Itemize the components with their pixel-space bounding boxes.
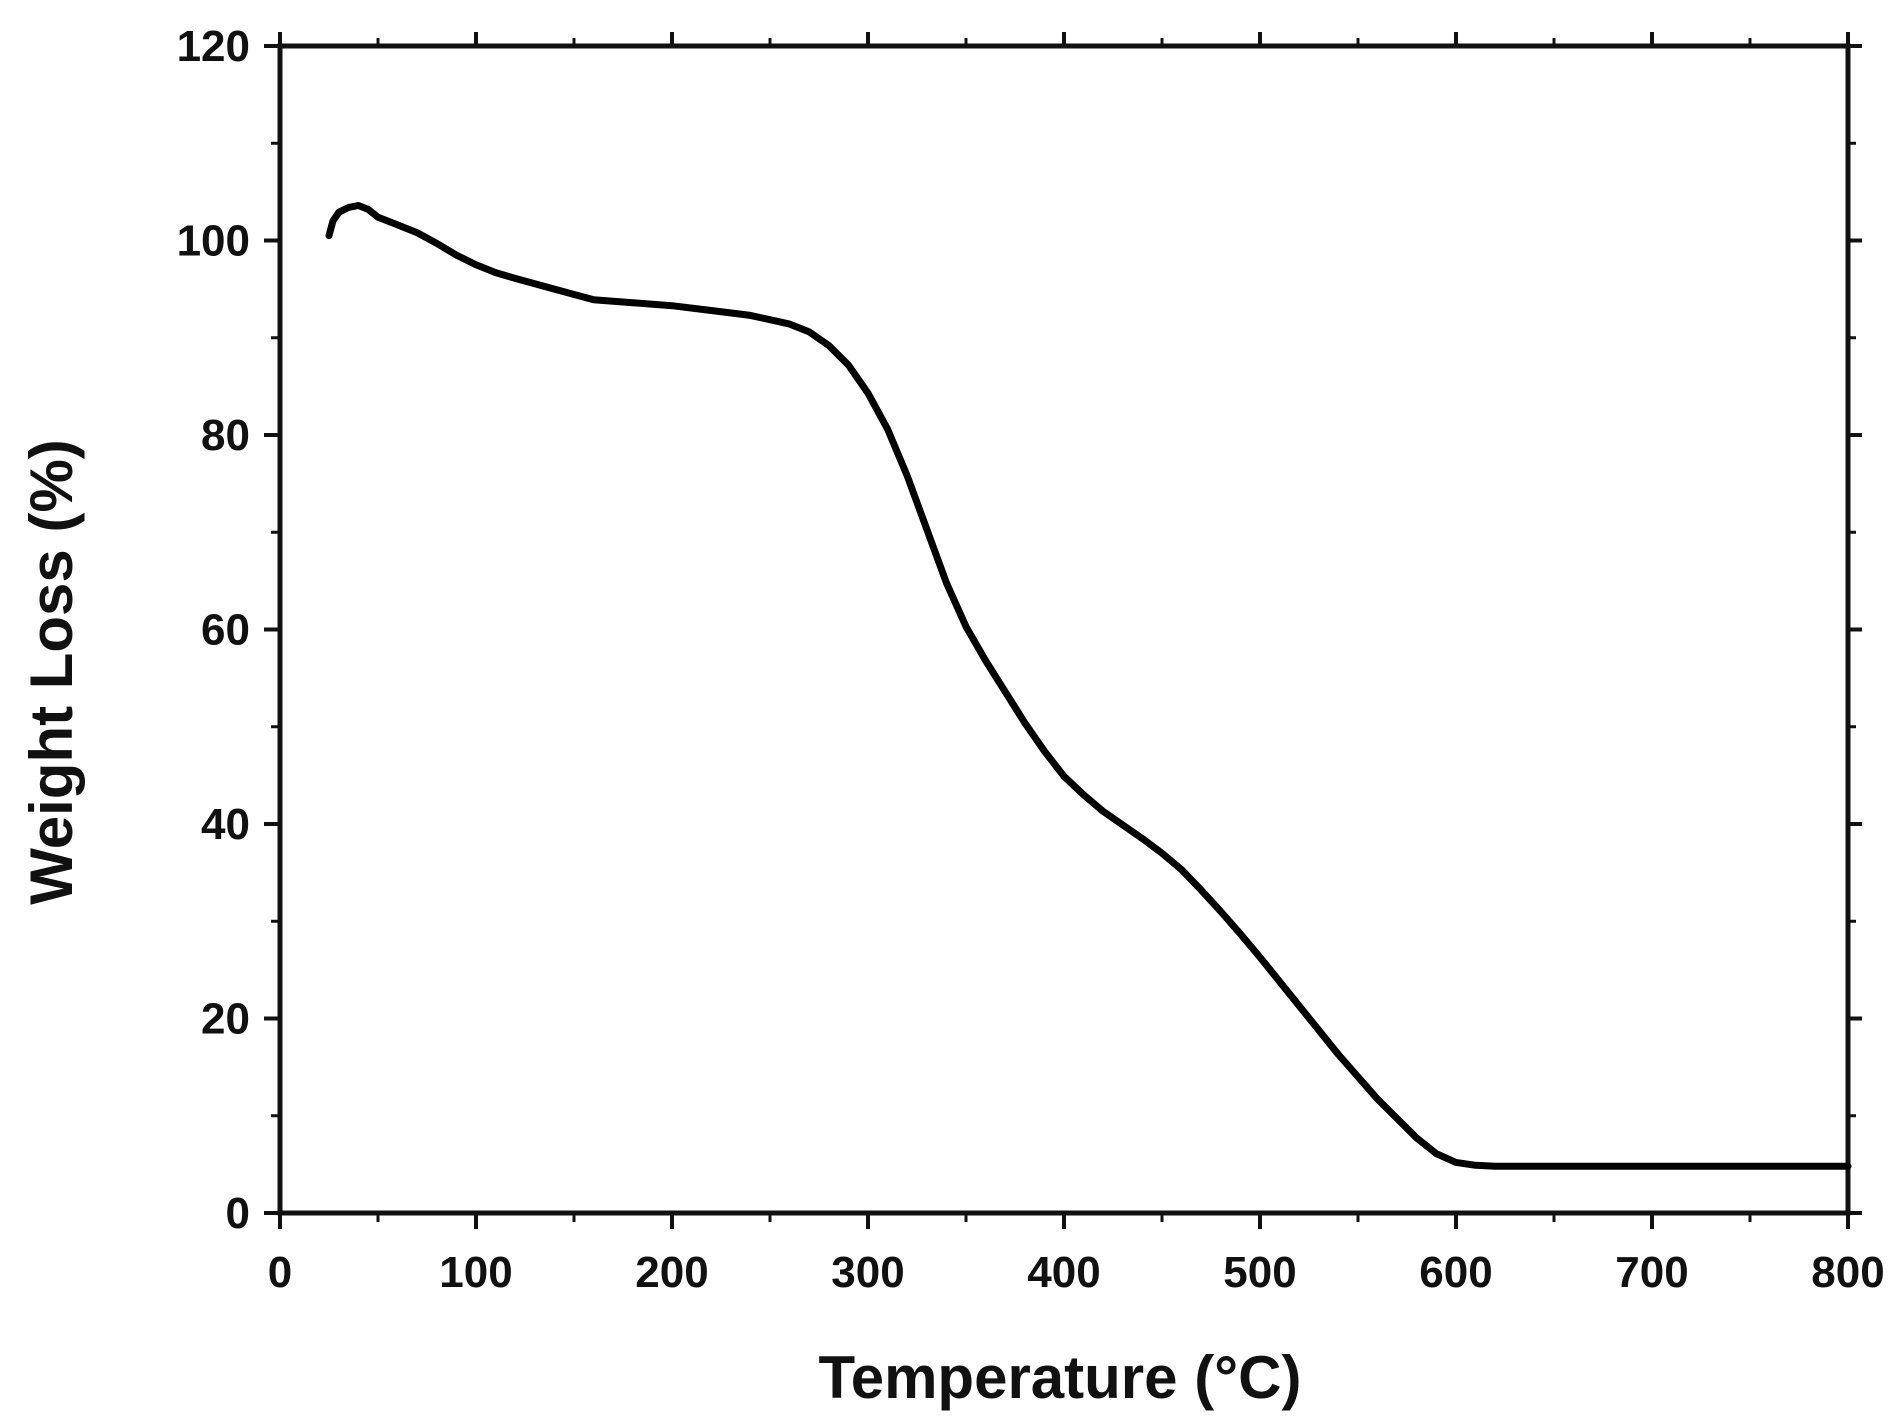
x-tick-label: 300 [831,1248,904,1297]
y-axis-title: Weight Loss (%) [18,439,85,905]
plot-frame [277,43,1851,1216]
y-tick-label: 120 [177,22,250,71]
x-tick-label: 600 [1419,1248,1492,1297]
x-tick-label: 200 [635,1248,708,1297]
y-tick-label: 60 [201,606,250,655]
tga-curve [325,202,1852,1170]
x-tick-label: 400 [1027,1248,1100,1297]
x-tick-label: 0 [268,1248,292,1297]
x-tick-label: 700 [1615,1248,1688,1297]
y-tick-label: 80 [201,411,250,460]
plot-area: 0 100 200 300 400 500 600 700 800 0 20 40 60 80 100 120 [177,22,1885,1297]
y-tick-label: 40 [201,800,250,849]
x-tick-label: 100 [439,1248,512,1297]
x-tick-label: 500 [1223,1248,1296,1297]
x-axis-title: Temperature (°C) [819,1344,1302,1411]
x-tick-label: 800 [1811,1248,1884,1297]
y-tick-label: 0 [226,1189,250,1238]
y-tick-label: 100 [177,217,250,266]
y-tick-label: 20 [201,995,250,1044]
